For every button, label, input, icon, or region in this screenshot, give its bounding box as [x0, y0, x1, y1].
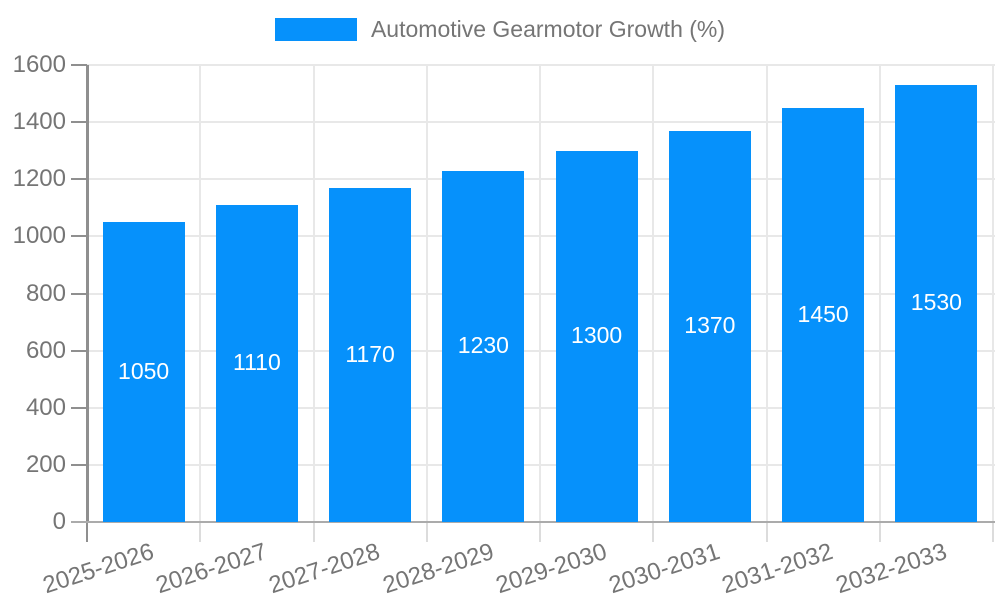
x-axis-tick-label: 2028-2029 — [379, 538, 497, 600]
y-axis-tick — [71, 406, 87, 409]
y-axis-tick-label: 600 — [25, 336, 66, 364]
gridline — [87, 235, 995, 238]
gridline — [425, 65, 428, 522]
x-axis-line — [71, 521, 995, 523]
bar-2031-2032[interactable]: 1450 — [782, 107, 865, 522]
gridline — [87, 292, 995, 295]
x-axis-tick — [425, 522, 428, 542]
gridline — [992, 65, 994, 522]
x-axis-tick — [765, 522, 768, 542]
bar-value-label: 1530 — [910, 289, 962, 316]
gridline — [87, 178, 995, 181]
y-axis-tick-label: 1000 — [12, 222, 66, 250]
legend-item[interactable]: Automotive Gearmotor Growth (%) — [274, 16, 726, 43]
gridline — [312, 65, 315, 522]
x-axis-tick — [312, 522, 315, 542]
bar-value-label: 1170 — [345, 340, 395, 367]
x-axis-tick — [992, 522, 994, 542]
bar-2032-2033[interactable]: 1530 — [895, 84, 978, 522]
gridline — [878, 65, 881, 522]
gridline — [199, 65, 202, 522]
x-axis-tick-label: 2025-2026 — [39, 538, 157, 600]
bar-2027-2028[interactable]: 1170 — [329, 187, 412, 522]
bar-value-label: 1110 — [232, 349, 281, 376]
legend-label: Automotive Gearmotor Growth (%) — [370, 16, 726, 42]
bar-value-label: 1450 — [797, 300, 849, 327]
gridline — [87, 121, 995, 124]
legend-color-swatch-icon — [274, 18, 357, 41]
x-axis-tick-label: 2026-2027 — [152, 538, 271, 600]
bar-value-label: 1050 — [118, 358, 170, 385]
gridline — [87, 349, 995, 352]
x-axis-tick-label: 2031-2032 — [718, 538, 837, 600]
gridline — [539, 65, 541, 522]
gridline — [765, 65, 768, 522]
y-axis-tick-label: 1400 — [12, 108, 66, 136]
x-axis-tick-label: 2032-2033 — [832, 538, 950, 600]
y-axis-tick — [71, 349, 87, 352]
x-axis-tick-label: 2027-2028 — [265, 538, 384, 600]
bar-value-label: 1230 — [457, 332, 509, 359]
x-axis-tick — [199, 522, 202, 542]
y-axis-line — [85, 65, 89, 522]
y-axis-tick-label: 400 — [25, 393, 66, 421]
y-axis-tick-label: 200 — [25, 450, 66, 478]
x-axis-tick-label: 2030-2031 — [605, 538, 724, 600]
y-axis-tick-label: 800 — [25, 279, 66, 307]
chart-legend: Automotive Gearmotor Growth (%) — [0, 16, 1000, 43]
bar-2028-2029[interactable]: 1230 — [442, 170, 525, 522]
x-axis-tick-label: 2029-2030 — [492, 538, 610, 600]
gridline — [87, 64, 995, 66]
y-axis-tick-label: 0 — [52, 508, 66, 535]
y-axis-tick — [71, 64, 87, 66]
bar-value-label: 1300 — [571, 322, 623, 349]
y-axis-tick-label: 1600 — [12, 51, 66, 78]
bar-2030-2031[interactable]: 1370 — [668, 130, 751, 522]
y-axis-tick — [71, 463, 87, 466]
x-axis-tick — [878, 522, 881, 542]
y-axis-tick — [71, 121, 87, 124]
y-axis-tick — [71, 292, 87, 295]
x-axis-tick — [86, 522, 88, 542]
y-axis-tick-label: 1200 — [12, 165, 66, 193]
gridline — [87, 406, 995, 409]
gridline — [652, 65, 655, 522]
bar-2025-2026[interactable]: 1050 — [102, 222, 185, 522]
y-axis-tick — [71, 178, 87, 181]
bar-2029-2030[interactable]: 1300 — [555, 150, 638, 522]
bar-2026-2027[interactable]: 1110 — [215, 204, 298, 522]
y-axis-tick — [71, 235, 87, 238]
bar-value-label: 1370 — [684, 312, 736, 339]
x-axis-tick — [539, 522, 541, 542]
gridline — [87, 463, 995, 466]
x-axis-tick — [652, 522, 655, 542]
